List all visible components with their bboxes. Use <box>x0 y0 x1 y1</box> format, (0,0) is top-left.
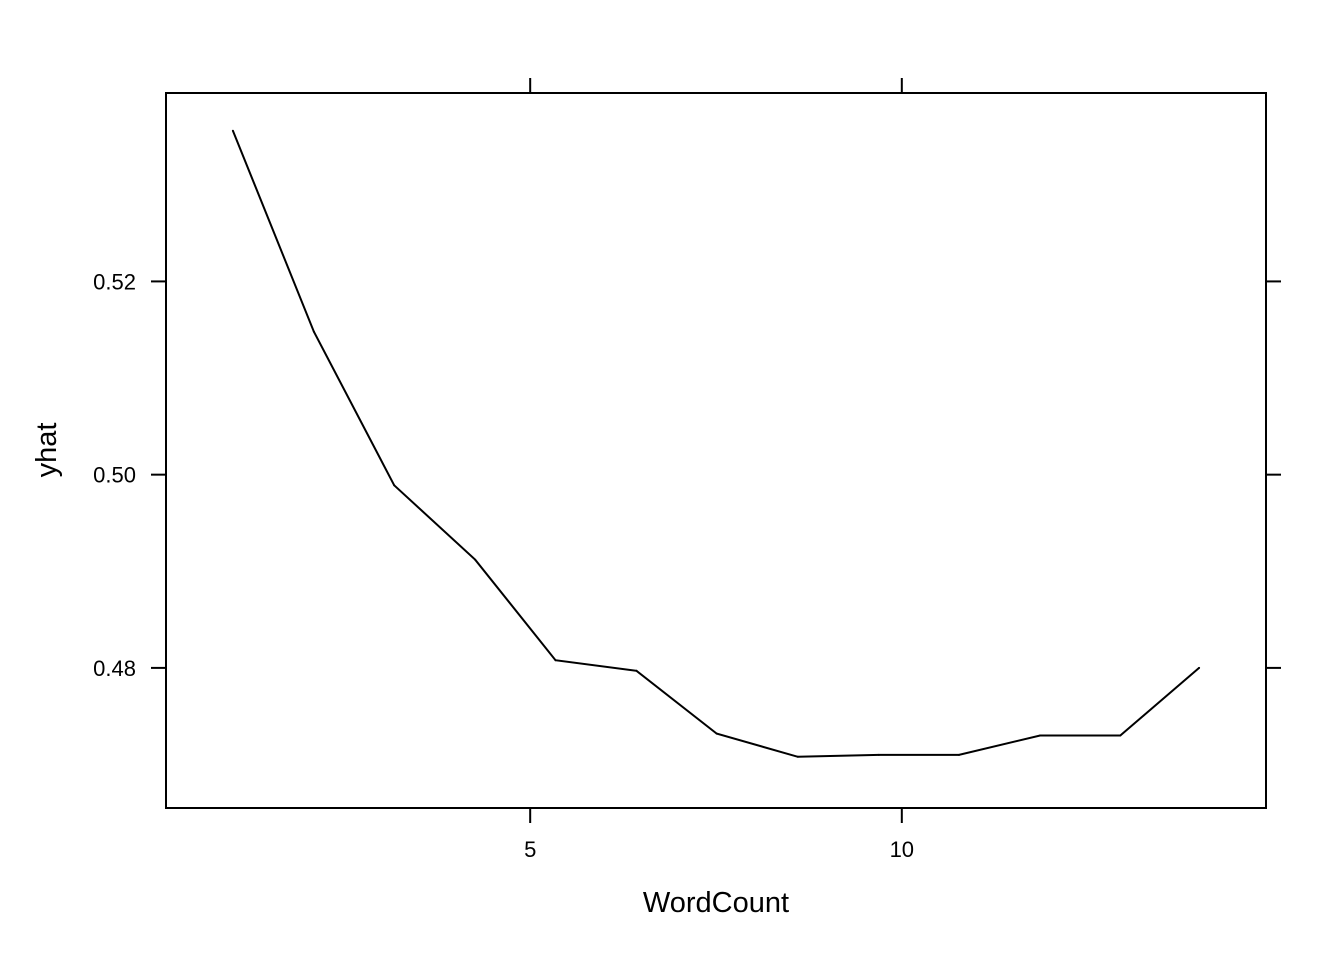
y-tick-label: 0.48 <box>93 656 136 681</box>
data-point <box>1119 734 1122 737</box>
data-point <box>715 732 718 735</box>
data-point <box>312 330 315 333</box>
data-points <box>231 129 1201 758</box>
x-axis: 5 10 <box>524 78 914 862</box>
y-tick-label: 0.50 <box>93 463 136 488</box>
data-point <box>393 484 396 487</box>
y-axis-title: yhat <box>31 423 63 478</box>
plot-frame <box>165 92 1267 809</box>
data-point <box>474 558 477 561</box>
data-point <box>635 669 638 672</box>
y-tick-label: 0.52 <box>93 269 136 294</box>
data-point <box>958 753 960 756</box>
x-axis-title: WordCount <box>643 887 789 919</box>
data-point <box>1039 734 1042 737</box>
data-point <box>554 659 557 662</box>
data-point <box>796 755 799 758</box>
x-tick-label: 10 <box>890 837 914 862</box>
y-axis: 0.52 0.50 0.48 <box>93 269 1281 681</box>
series-line <box>231 130 1200 758</box>
x-tick-label: 5 <box>524 837 536 862</box>
data-point <box>1198 666 1201 669</box>
data-point <box>877 753 880 756</box>
data-point <box>231 129 234 132</box>
